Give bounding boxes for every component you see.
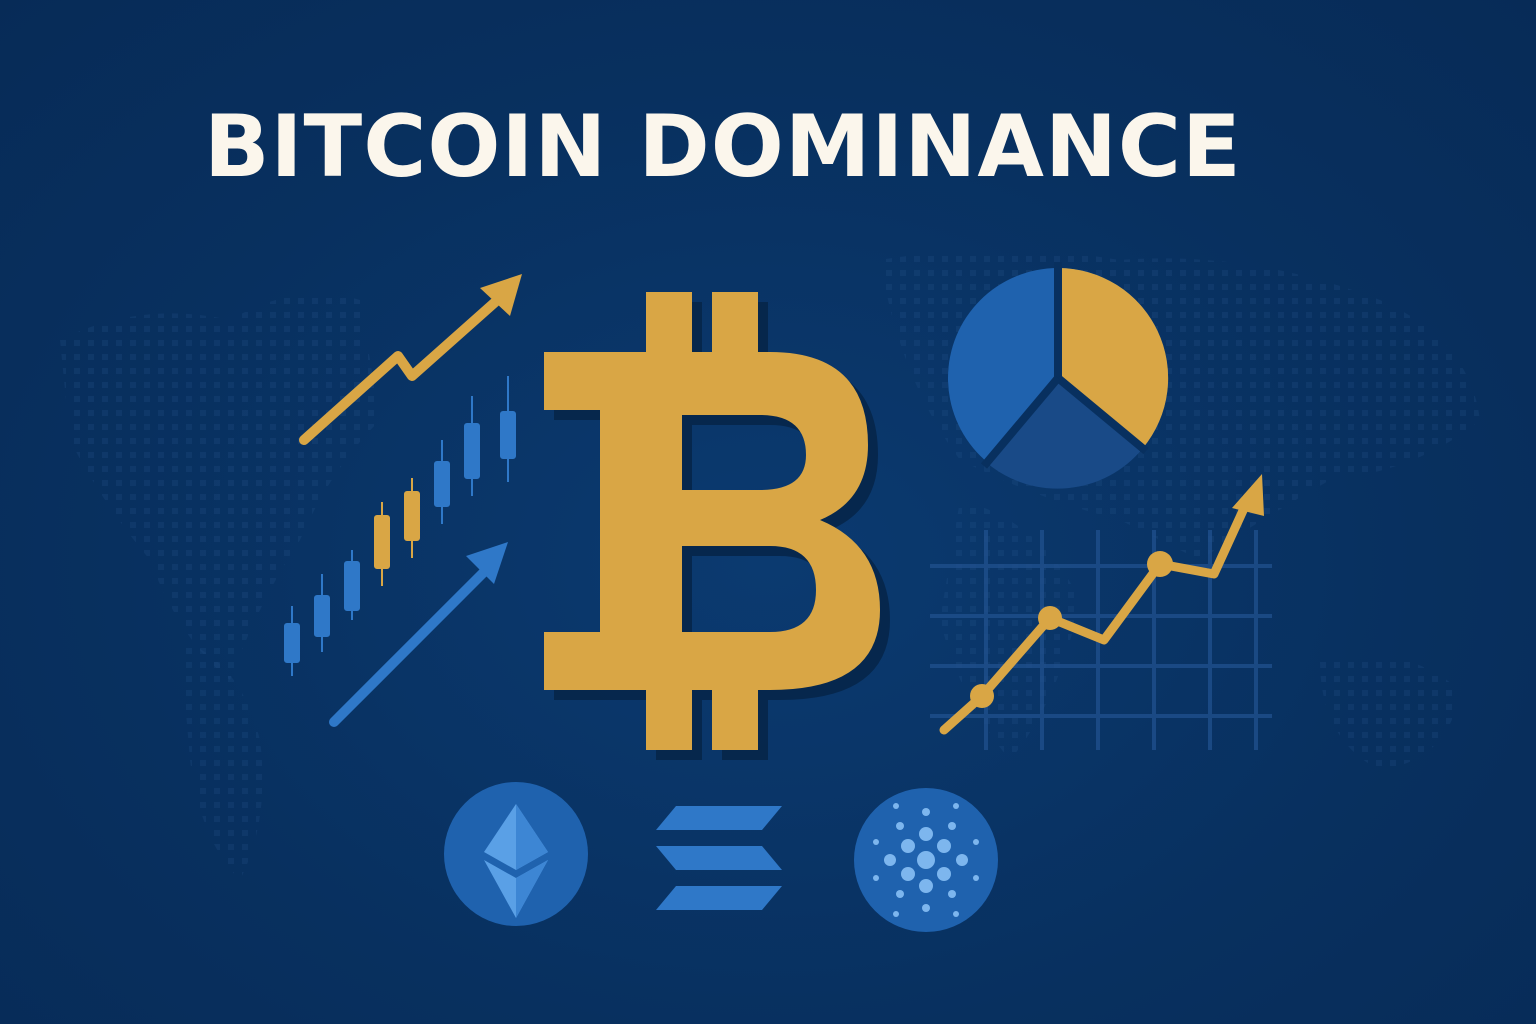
pie-chart-icon bbox=[948, 262, 1169, 489]
page-title: BITCOIN DOMINANCE bbox=[204, 97, 1242, 197]
trend-up-arrow-icon bbox=[299, 274, 522, 445]
candlestick-chart-icon bbox=[284, 376, 516, 676]
ethereum-icon bbox=[444, 782, 588, 926]
bitcoin-icon bbox=[544, 292, 890, 760]
solana-icon bbox=[656, 806, 782, 910]
cardano-icon bbox=[854, 788, 998, 932]
blue-arrow-icon bbox=[329, 542, 508, 727]
line-chart-icon bbox=[930, 474, 1272, 750]
